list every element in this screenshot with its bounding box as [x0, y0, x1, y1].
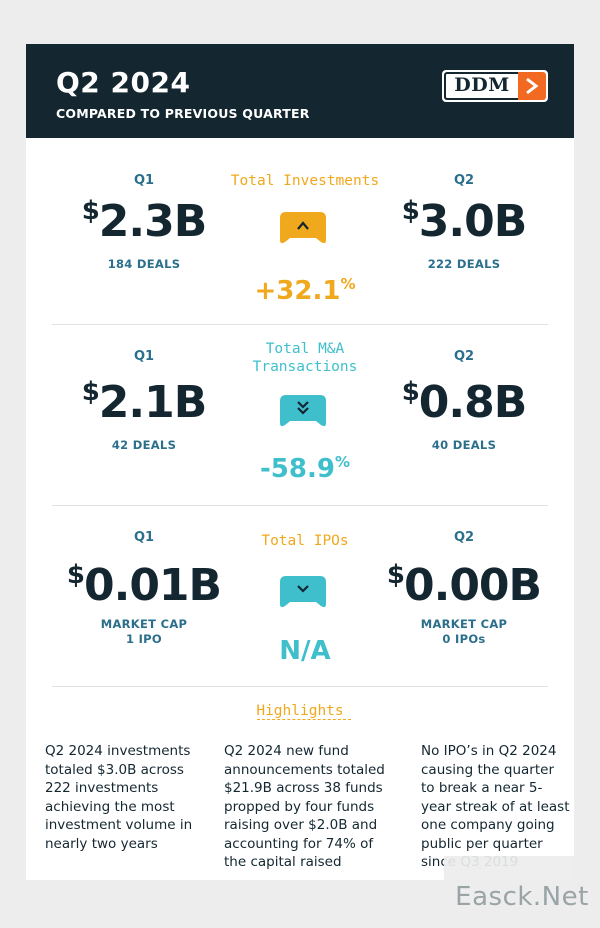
- highlight-item: Q2 2024 investments totaled $3.0B across…: [45, 743, 193, 852]
- metric-title: Total Investments: [230, 173, 380, 189]
- chevron-up-icon: [276, 210, 330, 246]
- metric-title: Total M&A Transactions: [205, 340, 405, 376]
- metric-title: Total IPOs: [261, 533, 349, 549]
- section-divider: [52, 505, 548, 506]
- highlight-item: No IPO’s in Q2 2024 causing the quarter …: [421, 743, 570, 870]
- currency-symbol: $: [386, 560, 405, 590]
- q1-market-cap-label: MARKET CAP: [100, 617, 188, 631]
- logo-text-frame: DDM: [444, 72, 518, 100]
- highlights-underline: [257, 719, 351, 720]
- double-chevron-down-icon: [276, 393, 330, 429]
- q2-amount: $0.00B: [364, 560, 564, 611]
- section-divider: [52, 324, 548, 325]
- logo-text: DDM: [454, 74, 510, 96]
- chevron-down-icon: [276, 574, 330, 610]
- q1-value: 0.01B: [83, 560, 222, 611]
- q2-label: Q2: [453, 530, 475, 545]
- logo-arrow-icon: [518, 72, 546, 100]
- q2-label: Q2: [453, 349, 475, 364]
- q1-detail: MARKET CAP 1 IPO: [64, 617, 224, 647]
- change-number: +32.1: [254, 276, 341, 306]
- q1-amount: $2.3B: [44, 196, 244, 247]
- highlight-item: Q2 2024 new fund announcements totaled $…: [224, 743, 385, 870]
- currency-symbol: $: [401, 196, 420, 226]
- currency-symbol: $: [401, 377, 420, 407]
- currency-symbol: $: [81, 377, 100, 407]
- q1-label: Q1: [133, 173, 155, 188]
- q2-deals: 40 DEALS: [431, 438, 497, 452]
- header-bar: Q2 2024 COMPARED TO PREVIOUS QUARTER DDM: [26, 44, 574, 138]
- q2-detail: MARKET CAP 0 IPOs: [384, 617, 544, 647]
- currency-symbol: $: [66, 560, 85, 590]
- q2-value: 0.00B: [403, 560, 542, 611]
- change-unit: %: [340, 275, 356, 293]
- highlights-title: Highlights: [256, 703, 344, 719]
- ddm-logo: DDM: [442, 70, 548, 102]
- watermark-text: Easck.Net: [455, 882, 589, 912]
- q2-amount: $0.8B: [364, 377, 564, 428]
- change-value: -58.9%: [205, 453, 405, 484]
- q2-deals: 222 DEALS: [427, 257, 501, 271]
- q1-ipo-count: 1 IPO: [126, 632, 162, 646]
- metric-title-text: Total M&A Transactions: [252, 341, 358, 375]
- change-unit: %: [334, 453, 350, 471]
- q2-label: Q2: [453, 173, 475, 188]
- q1-amount: $0.01B: [44, 560, 244, 611]
- change-value: +32.1%: [205, 275, 405, 306]
- q2-ipo-count: 0 IPOs: [442, 632, 486, 646]
- q1-value: 2.3B: [98, 196, 207, 247]
- page-title: Q2 2024: [56, 66, 191, 99]
- q2-value: 0.8B: [418, 377, 527, 428]
- q1-value: 2.1B: [98, 377, 207, 428]
- infographic-card: [26, 44, 574, 880]
- q1-label: Q1: [133, 349, 155, 364]
- q2-amount: $3.0B: [364, 196, 564, 247]
- q1-deals: 42 DEALS: [111, 438, 177, 452]
- q1-label: Q1: [133, 530, 155, 545]
- currency-symbol: $: [81, 196, 100, 226]
- page-subtitle: COMPARED TO PREVIOUS QUARTER: [56, 106, 310, 121]
- change-value: N/A: [279, 636, 331, 666]
- q2-value: 3.0B: [418, 196, 527, 247]
- q1-deals: 184 DEALS: [107, 257, 181, 271]
- change-number: -58.9: [260, 454, 335, 484]
- q2-market-cap-label: MARKET CAP: [420, 617, 508, 631]
- section-divider: [52, 686, 548, 687]
- q1-amount: $2.1B: [44, 377, 244, 428]
- watermark: Easck.Net: [444, 856, 600, 928]
